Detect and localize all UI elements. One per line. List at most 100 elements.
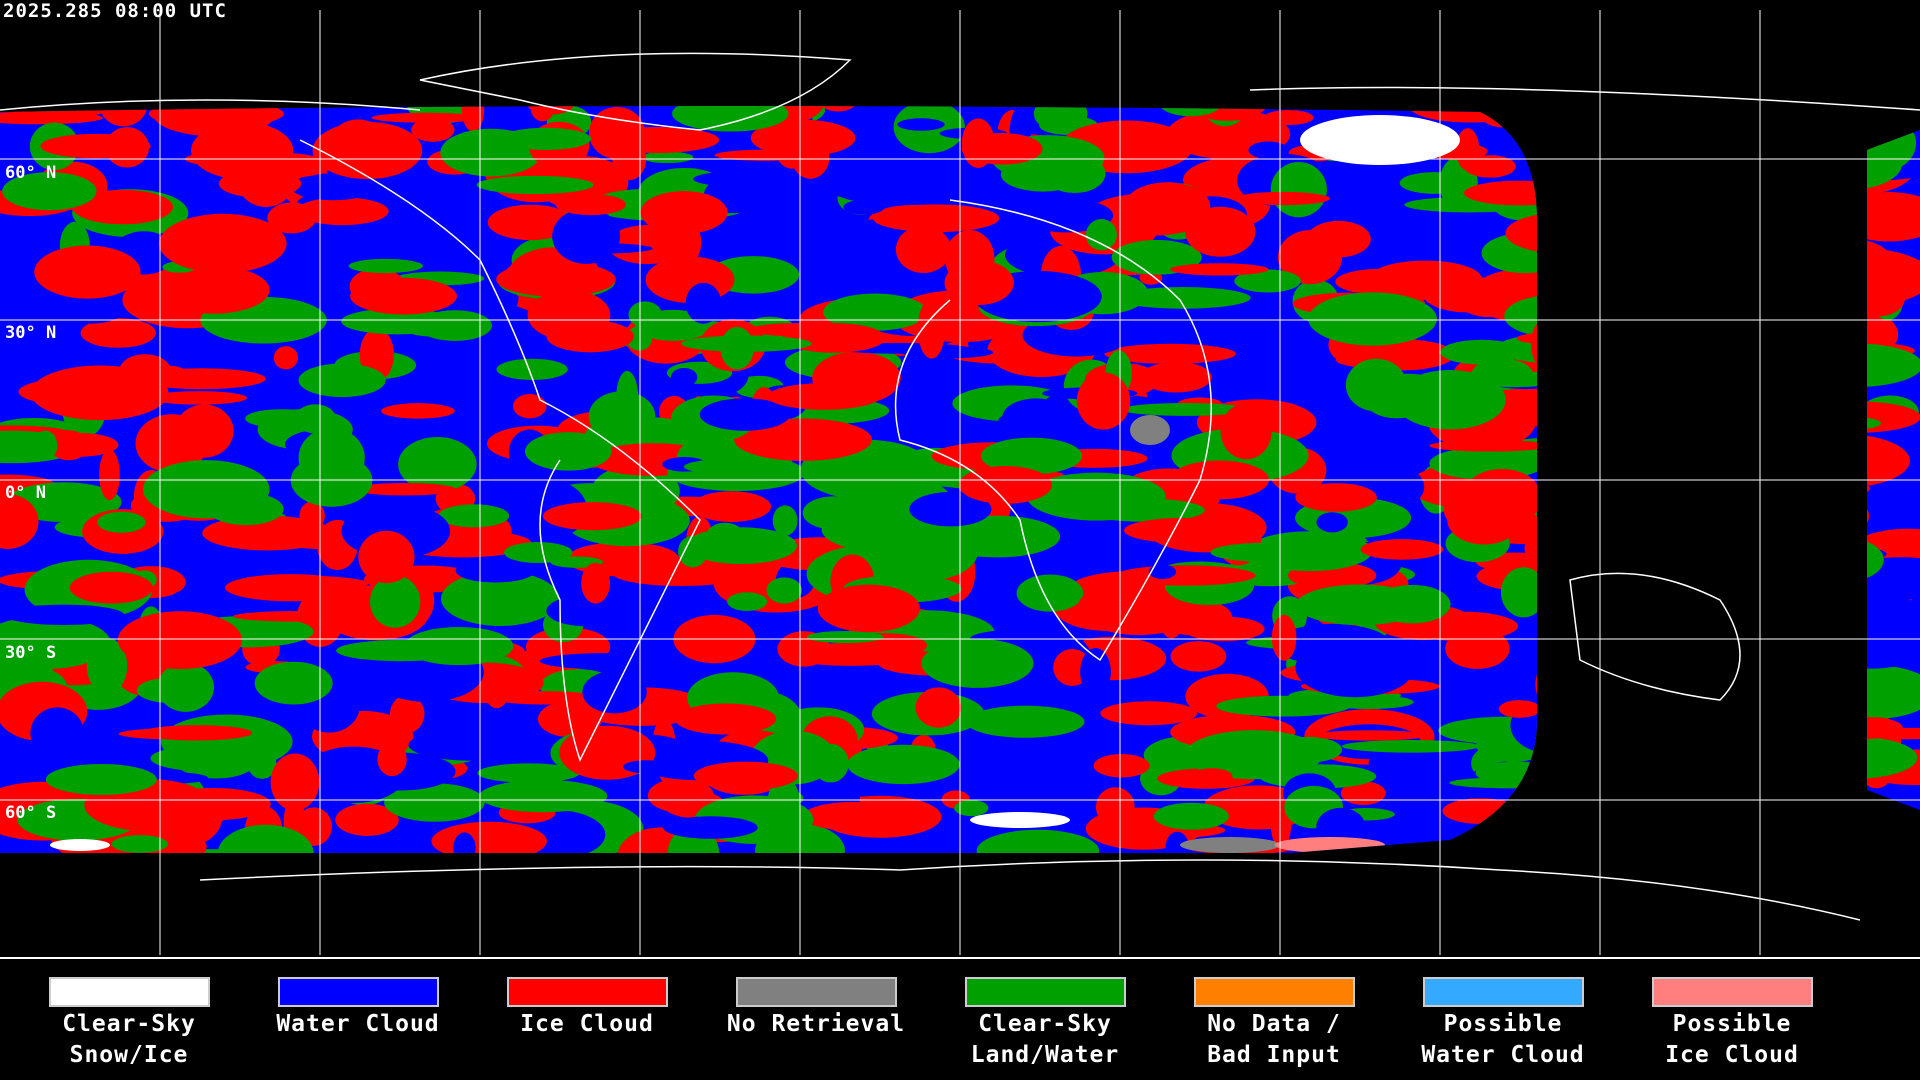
legend-swatch — [506, 977, 668, 1007]
cloud-patch — [38, 432, 119, 457]
cloud-patch — [683, 458, 792, 475]
cloud-patch — [802, 801, 906, 831]
cloud-patch — [97, 511, 146, 533]
legend-swatch — [277, 977, 439, 1007]
cloud-patch — [1341, 739, 1481, 753]
cloud-patch — [626, 326, 653, 351]
cloud-patch — [1270, 161, 1327, 218]
cloud-patch — [858, 243, 907, 261]
cloud-patch — [1140, 361, 1212, 393]
cloud-patch — [1696, 753, 1831, 782]
cloud-patch — [1726, 812, 1806, 824]
cloud-patch — [1717, 773, 1769, 791]
cloud-patch — [357, 176, 466, 203]
cloud-patch — [152, 106, 276, 137]
cloud-patch — [1675, 768, 1719, 801]
legend-label: Ice Cloud — [520, 1011, 654, 1037]
cloud-patch — [0, 494, 39, 549]
cloud-patch — [348, 258, 423, 274]
cloud-patch — [1797, 758, 1849, 791]
cloud-patch — [767, 383, 881, 410]
cloud-patch — [411, 117, 455, 142]
cloud-patch — [1592, 386, 1715, 435]
cloud-patch — [1121, 403, 1250, 416]
cloud-patch — [685, 527, 797, 565]
cloud-patch — [1628, 324, 1705, 365]
cloud-patch — [1445, 628, 1510, 669]
cloud-patch — [1757, 461, 1867, 475]
cloud-patch — [727, 592, 768, 611]
cloud-patch — [1577, 146, 1698, 169]
cloud-patch — [901, 346, 994, 359]
cloud-patch — [1708, 213, 1834, 269]
cloud-patch — [160, 714, 293, 769]
cloud-patch — [961, 118, 995, 168]
cloud-patch — [431, 821, 547, 853]
cloud-patch — [897, 118, 945, 131]
legend-label: Ice Cloud — [1665, 1042, 1799, 1068]
cloud-patch — [1748, 315, 1845, 351]
cloud-patch — [1620, 334, 1734, 349]
cloud-patch — [1784, 205, 1814, 229]
cloud-patch — [1609, 573, 1694, 626]
cloud-patch — [80, 318, 156, 348]
cloud-patch — [1447, 494, 1521, 545]
cloud-patch — [1605, 373, 1632, 429]
cloud-patch — [233, 610, 366, 622]
cloud-patch — [1793, 376, 1856, 399]
surface-patch — [1300, 115, 1460, 165]
cloud-patch — [496, 358, 568, 380]
cloud-patch — [30, 707, 85, 759]
legend-swatch — [1422, 977, 1584, 1007]
cloud-patch — [335, 803, 399, 836]
cloud-patch — [513, 394, 547, 419]
cloud-patch — [1477, 106, 1529, 128]
cloud-patch — [438, 504, 510, 528]
cloud-patch — [954, 800, 989, 817]
cloud-patch — [1571, 510, 1711, 529]
cloud-patch — [895, 225, 951, 274]
cloud-patch — [1646, 230, 1750, 252]
cloud-patch — [298, 363, 386, 398]
cloud-patch — [1775, 106, 1825, 128]
cloud-patch — [748, 323, 849, 337]
cloud-patch — [3, 604, 125, 626]
legend-swatch — [1193, 977, 1355, 1007]
cloud-patch — [699, 398, 790, 431]
cloud-patch — [1507, 220, 1642, 250]
cloud-patch — [1477, 844, 1578, 853]
cloud-patch — [1755, 594, 1800, 650]
cloud-patch — [1475, 761, 1557, 785]
cloud-patch — [1731, 537, 1762, 597]
cloud-patch — [1320, 106, 1405, 125]
cloud-patch — [1784, 830, 1809, 853]
legend-divider — [0, 957, 1920, 959]
legend-item-water-cloud: Water Cloud — [258, 977, 458, 1040]
cloud-patch — [1399, 172, 1469, 194]
cloud-patch — [1806, 238, 1894, 291]
cloud-patch — [1744, 806, 1830, 848]
cloud-patch — [819, 106, 858, 112]
legend-swatch — [964, 977, 1126, 1007]
legend-label: No Retrieval — [726, 1011, 906, 1037]
cloud-patch — [1374, 584, 1451, 624]
cloud-patch — [158, 825, 192, 853]
cloud-patch — [1124, 182, 1211, 231]
lat-label-0n: 0° N — [5, 483, 46, 503]
cloud-patch — [921, 638, 1034, 688]
cloud-patch — [1783, 149, 1878, 171]
cloud-patch — [1295, 483, 1377, 512]
cloud-patch — [1583, 349, 1661, 365]
coastline — [199, 859, 1861, 921]
cloud-patch — [461, 106, 485, 132]
cloud-patch — [1345, 358, 1407, 412]
cloud-patch — [408, 729, 536, 761]
cloud-patch — [539, 652, 673, 670]
cloud-patch — [1682, 416, 1706, 453]
cloud-patch — [817, 584, 920, 633]
legend-label: No Data / — [1207, 1011, 1341, 1037]
cloud-patch — [872, 204, 1000, 233]
cloud-patch — [1440, 339, 1523, 365]
legend-item-clear-sky-land-water: Clear-Sky Land/Water — [945, 977, 1145, 1071]
cloud-patch — [1538, 798, 1600, 832]
